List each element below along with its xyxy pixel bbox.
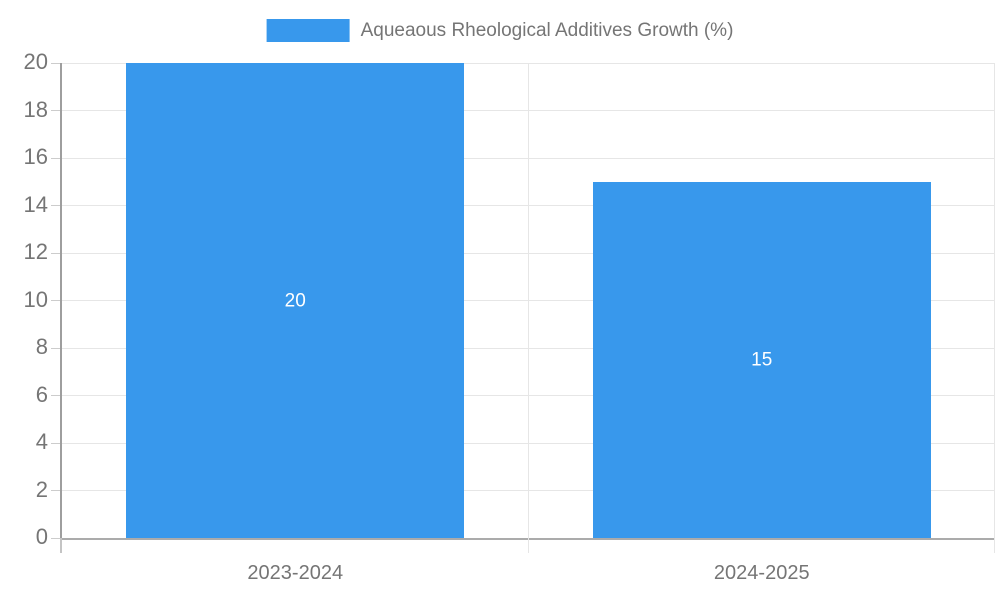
x-tick-label: 2023-2024 [247, 562, 344, 584]
bar [592, 181, 931, 538]
y-axis-tick [51, 490, 60, 491]
y-tick-label: 4 [35, 429, 48, 455]
y-axis-tick [51, 442, 60, 444]
y-tick-label: 2 [35, 476, 48, 502]
y-tick-label: 12 [23, 239, 48, 265]
y-axis-tick [51, 157, 60, 159]
plot-right-border [994, 63, 995, 553]
y-axis-tick [51, 300, 60, 301]
legend-swatch [266, 19, 350, 42]
bar-value-label: 15 [751, 349, 773, 371]
y-axis-tick [51, 537, 60, 539]
y-axis-tick [51, 395, 60, 396]
y-tick-label: 14 [23, 191, 48, 217]
y-tick-label: 18 [23, 96, 48, 122]
y-axis-tick [51, 347, 60, 349]
y-axis-tick [51, 62, 60, 64]
y-axis-tick [51, 205, 60, 206]
y-tick-label: 0 [35, 524, 48, 550]
y-tick-label: 6 [35, 381, 48, 407]
plot-area: 0 2 4 6 8 10 12 14 16 18 20 20 2023-2024 15 2024-2025 [24, 51, 995, 583]
bar [126, 63, 465, 538]
legend[interactable]: Aqueaous Rheological Additives Growth (%… [266, 19, 734, 42]
x-tick-label: 2024-2025 [713, 562, 810, 584]
category-divider [528, 63, 529, 553]
y-axis-tick [51, 252, 60, 254]
y-tick-label: 8 [35, 334, 48, 360]
y-tick-label: 10 [23, 286, 48, 312]
y-axis-tick [51, 110, 60, 111]
legend-label: Aqueaous Rheological Additives Growth (%… [360, 19, 734, 41]
y-tick-label: 20 [23, 49, 48, 75]
y-tick-label: 16 [23, 144, 48, 170]
y-axis-baseline-tick [60, 538, 62, 553]
bar-value-label: 20 [284, 290, 306, 311]
